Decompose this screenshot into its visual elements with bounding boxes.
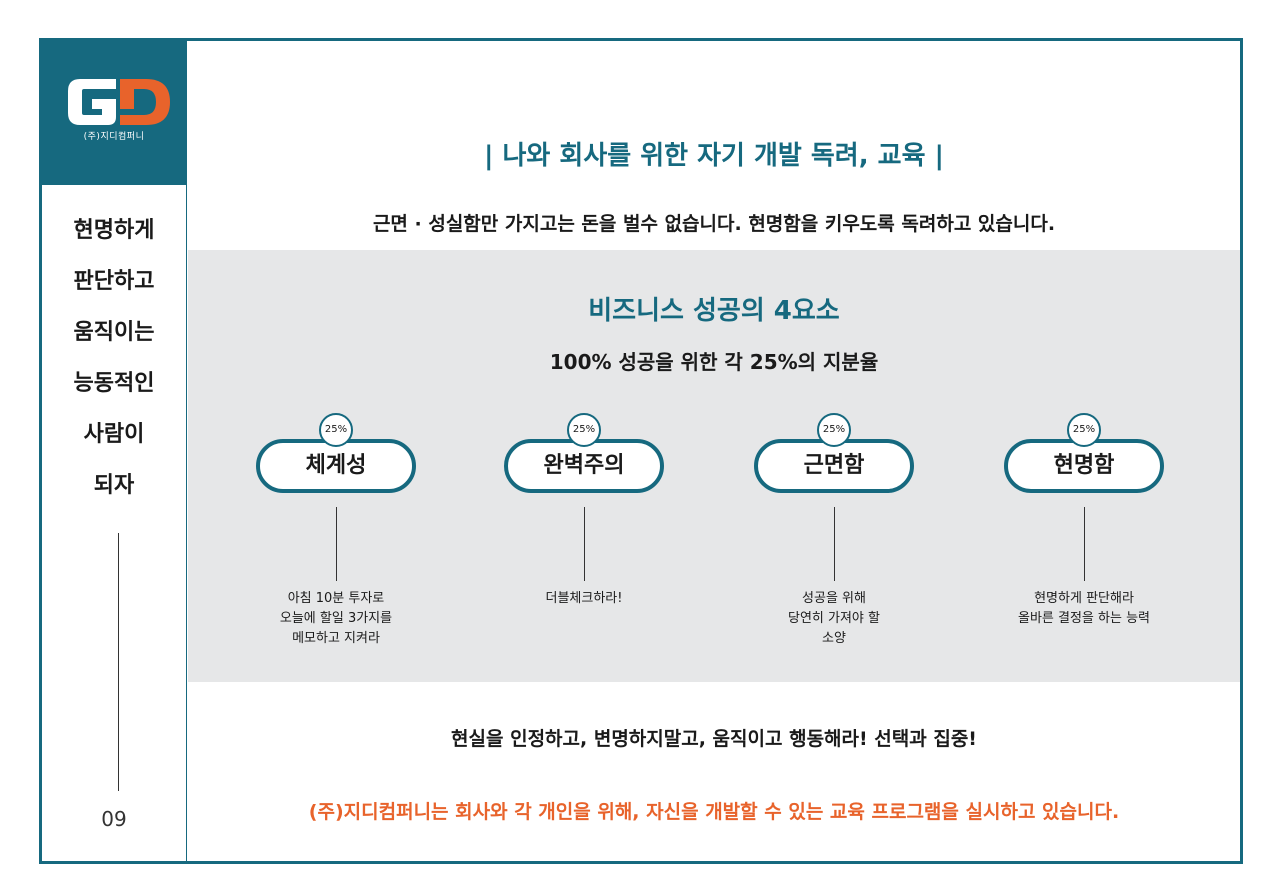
closing-statement: (주)지디컴퍼니는 회사와 각 개인을 위해, 자신을 개발할 수 있는 교육 … [308, 801, 1120, 823]
description-line: 메모하고 지켜라 [292, 631, 380, 646]
sidebar: (주)지디컴퍼니 현명하게 판단하고 움직이는 능동적인 사람이 되자 09 [42, 41, 187, 861]
description-line: 당연히 가져야 할 [788, 611, 880, 626]
slogan-line: 현명하게 [73, 218, 155, 243]
description-line: 오늘에 할일 3가지를 [279, 611, 393, 626]
description-line: 소양 [822, 631, 846, 646]
slogan-list: 현명하게 판단하고 움직이는 능동적인 사람이 되자 [42, 205, 186, 511]
description-line: 현명하게 판단해라 [1034, 591, 1134, 606]
factor-name: 근면함 [754, 439, 914, 493]
factor-description: 성공을 위해 당연히 가져야 할 소양 [742, 589, 926, 649]
slogan-line: 판단하고 [73, 269, 155, 294]
factor-description: 아침 10분 투자로 오늘에 할일 3가지를 메모하고 지켜라 [244, 589, 428, 649]
description-line: 올바른 결정을 하는 능력 [1018, 611, 1150, 626]
logo-caption: (주)지디컴퍼니 [83, 132, 145, 142]
factor-description: 현명하게 판단해라 올바른 결정을 하는 능력 [992, 589, 1176, 629]
percent-badge: 25% [567, 413, 601, 447]
connector-line [336, 507, 337, 581]
percent-badge: 25% [1067, 413, 1101, 447]
sidebar-divider-line [118, 533, 119, 791]
connector-line [584, 507, 585, 581]
gd-logo-icon [68, 79, 170, 125]
factor-name: 체계성 [256, 439, 416, 493]
panel-title: 비즈니스 성공의 4요소 [588, 296, 840, 326]
slogan-line: 되자 [93, 473, 135, 498]
company-logo: (주)지디컴퍼니 [42, 41, 186, 185]
page-heading: | 나와 회사를 위한 자기 개발 독려, 교육 | [483, 141, 945, 171]
description-line: 성공을 위해 [802, 591, 866, 606]
slogan-line: 사람이 [83, 422, 145, 447]
panel-subtitle: 100% 성공을 위한 각 25%의 지분율 [549, 350, 879, 374]
connector-line [834, 507, 835, 581]
percent-badge: 25% [319, 413, 353, 447]
page-subheading: 근면 · 성실함만 가지고는 돈을 벌수 없습니다. 현명함을 키우도록 독려하… [372, 213, 1056, 235]
slogan-line: 능동적인 [73, 371, 155, 396]
description-line: 더블체크하라! [545, 591, 623, 606]
factor-name: 현명함 [1004, 439, 1164, 493]
page-frame: (주)지디컴퍼니 현명하게 판단하고 움직이는 능동적인 사람이 되자 09 |… [39, 38, 1243, 864]
factor-name: 완벽주의 [504, 439, 664, 493]
success-factors-panel: 비즈니스 성공의 4요소 100% 성공을 위한 각 25%의 지분율 25% … [188, 250, 1240, 682]
factor-description: 더블체크하라! [492, 589, 676, 609]
main-content: | 나와 회사를 위한 자기 개발 독려, 교육 | 근면 · 성실함만 가지고… [188, 41, 1240, 861]
percent-badge: 25% [817, 413, 851, 447]
connector-line [1084, 507, 1085, 581]
description-line: 아침 10분 투자로 [287, 591, 385, 606]
motto-text: 현실을 인정하고, 변명하지말고, 움직이고 행동해라! 선택과 집중! [451, 728, 977, 750]
slogan-line: 움직이는 [73, 320, 155, 345]
page-number: 09 [101, 807, 127, 831]
